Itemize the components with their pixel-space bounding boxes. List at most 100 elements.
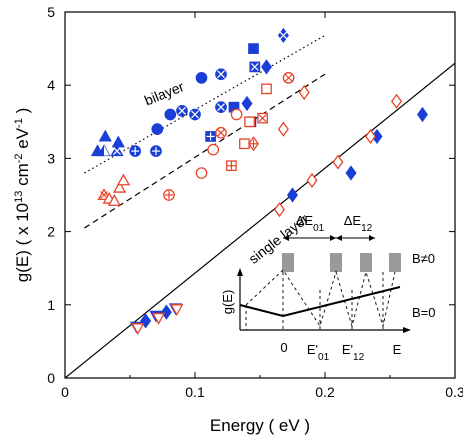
delta-e01-label-text: ΔE xyxy=(296,213,314,228)
inset-label-b-zero: B=0 xyxy=(412,305,436,320)
data-point xyxy=(176,104,188,117)
data-point xyxy=(131,323,145,336)
data-point xyxy=(260,59,273,75)
data-point xyxy=(164,108,177,121)
data-point xyxy=(215,68,227,81)
data-point xyxy=(230,108,243,121)
data-point xyxy=(239,138,250,150)
data-point xyxy=(241,95,253,112)
inset-x-arrow xyxy=(403,327,411,333)
delta-e12-label: ΔE12 xyxy=(344,213,373,234)
inset-y-arrow xyxy=(237,268,243,276)
data-point xyxy=(215,126,227,139)
landau-level-comb xyxy=(282,253,294,272)
inset-xlabel-zero: 0 xyxy=(280,340,287,355)
y-axis-title-text: eV xyxy=(13,127,32,153)
inset-xlabel-e12-text: E' xyxy=(342,342,353,357)
series-2 xyxy=(97,72,310,206)
data-point xyxy=(151,123,164,135)
data-point xyxy=(215,101,227,114)
data-point xyxy=(390,93,403,109)
data-point xyxy=(282,72,295,84)
data-point xyxy=(107,194,122,206)
x-tick-label: 0.1 xyxy=(185,384,205,400)
y-axis-title-text: cm xyxy=(13,163,32,190)
inset-xlabel-e01-text: E' xyxy=(307,342,318,357)
data-point xyxy=(286,187,299,203)
delta-e01-label: ΔE01 xyxy=(296,213,325,234)
data-point xyxy=(306,172,318,188)
data-point xyxy=(195,167,208,179)
inset-xlabel-e12: E'12 xyxy=(342,342,365,363)
y-axis-title-superscript: 13 xyxy=(13,191,25,203)
data-point xyxy=(277,121,289,137)
data-point xyxy=(111,135,125,148)
data-point xyxy=(163,189,175,201)
delta-e12-label-subscript: 12 xyxy=(361,223,373,234)
y-tick-label: 5 xyxy=(47,4,55,20)
data-point xyxy=(244,116,255,128)
annotation-bilayer: bilayer xyxy=(142,78,187,108)
y-tick-label: 4 xyxy=(47,77,55,93)
data-point xyxy=(277,27,289,44)
inset-xlabel-e: E xyxy=(393,342,402,357)
fit-line-dashed xyxy=(84,73,326,229)
inset-b-nonzero-envelope xyxy=(245,269,396,328)
data-point xyxy=(247,136,260,152)
y-axis-title-text: ) xyxy=(13,108,32,118)
x-tick-label: 0 xyxy=(61,384,69,400)
y-axis-title: g(E) ( x 1013 cm-2 eV-1 ) xyxy=(13,108,32,282)
data-point xyxy=(195,72,208,84)
data-point xyxy=(298,84,310,101)
data-point xyxy=(345,165,357,181)
data-point xyxy=(364,128,377,145)
inset-xlabel-e01-subscript: 01 xyxy=(318,352,330,363)
delta-e12-label-text: ΔE xyxy=(344,213,362,228)
y-tick-label: 1 xyxy=(47,297,55,313)
data-point xyxy=(150,145,162,157)
data-point xyxy=(110,144,124,157)
y-tick-label: 0 xyxy=(47,370,55,386)
series-1 xyxy=(90,27,289,157)
delta-e01-label-subscript: 01 xyxy=(313,223,325,234)
data-point xyxy=(273,202,286,218)
landau-level-comb xyxy=(389,253,401,272)
fit-line-dotted xyxy=(84,34,326,174)
y-axis-title-text: g(E) ( x 10 xyxy=(13,203,32,282)
data-point xyxy=(160,304,172,320)
data-point xyxy=(112,180,127,193)
data-point xyxy=(98,129,112,142)
inset-label-b-nonzero: B≠0 xyxy=(412,251,435,266)
landau-level-comb xyxy=(360,253,372,272)
data-point xyxy=(226,160,237,172)
y-tick-label: 2 xyxy=(47,224,55,240)
data-point xyxy=(170,304,184,317)
fit-line-solid xyxy=(65,62,455,378)
inset-ylabel: g(E) xyxy=(220,290,235,315)
data-point xyxy=(249,61,261,73)
data-point xyxy=(97,144,111,157)
series-4 xyxy=(131,93,403,336)
landau-level-comb xyxy=(330,253,342,272)
delta-e01-arrow xyxy=(283,235,336,241)
x-tick-label: 0.2 xyxy=(315,384,335,400)
inset-xlabel-e01: E'01 xyxy=(307,342,330,363)
data-point xyxy=(116,173,131,186)
data-point xyxy=(248,43,259,54)
inset-xlabel-e12-subscript: 12 xyxy=(353,352,365,363)
y-tick-label: 3 xyxy=(47,150,55,166)
data-point xyxy=(189,108,201,121)
data-point xyxy=(129,145,142,157)
y-axis-title-superscript: -1 xyxy=(13,118,25,128)
data-point xyxy=(207,143,220,156)
data-point xyxy=(416,106,429,123)
delta-e12-arrow xyxy=(336,235,375,241)
data-point xyxy=(257,112,268,124)
data-point xyxy=(261,83,272,95)
data-point xyxy=(205,131,216,142)
y-axis-title-superscript: -2 xyxy=(13,153,25,163)
